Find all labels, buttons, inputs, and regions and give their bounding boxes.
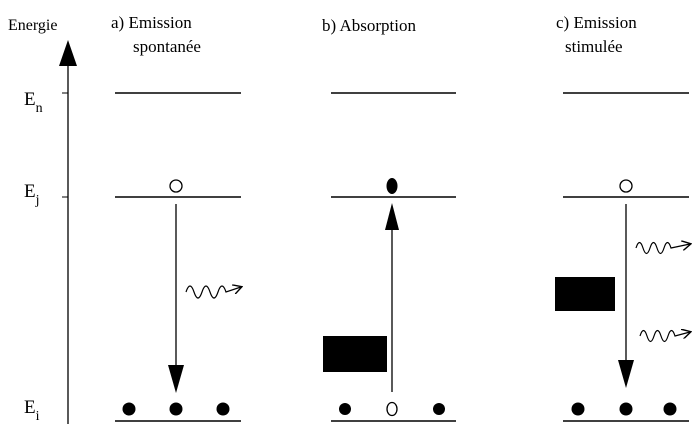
panel-b-atom-j-filled	[386, 178, 398, 194]
panel-c-transition-arrowhead	[618, 360, 634, 388]
panel-c-incident-photon-block	[555, 277, 615, 311]
panel-stimulated-emission: c) Emission stimulée	[555, 13, 690, 422]
panel-b-atom-i-1	[339, 403, 351, 415]
panel-a-title-line2: spontanée	[133, 37, 201, 56]
panel-c-atom-i-3	[663, 402, 677, 416]
panel-a-atom-i-3	[216, 402, 230, 416]
energy-axis-title: Energie	[8, 17, 57, 34]
panel-c-atom-i-1	[571, 402, 585, 416]
panel-a-transition-arrowhead	[168, 365, 184, 393]
panel-absorption: b) Absorption	[322, 16, 456, 422]
level-label-i: Ei	[24, 397, 40, 424]
panel-a-atom-j-empty	[169, 179, 183, 193]
panel-b-atom-i-2-empty	[386, 401, 398, 417]
panel-b-atom-i-3	[433, 403, 445, 415]
panel-a-title-line1: a) Emission	[111, 13, 192, 32]
panel-c-emitted-photon-wave-1	[635, 243, 690, 255]
panel-b-absorbed-photon-block	[323, 336, 387, 372]
panel-c-atom-i-2	[619, 402, 633, 416]
panel-c-atom-j-empty	[619, 179, 633, 193]
panel-a-atom-i-1	[122, 402, 136, 416]
panel-spontaneous-emission: a) Emission spontanée	[111, 13, 241, 422]
panel-c-title-line2: stimulée	[565, 37, 623, 56]
level-label-j: Ej	[24, 181, 40, 208]
level-label-n: En	[24, 89, 43, 116]
panel-c-emitted-photon-wave-2	[639, 331, 690, 343]
panel-b-title-line1: b) Absorption	[322, 16, 416, 35]
panel-a-emitted-photon-wave	[185, 286, 241, 299]
energy-axis-arrowhead	[59, 40, 77, 66]
panel-a-atom-i-2	[169, 402, 183, 416]
panel-b-transition-arrowhead	[385, 203, 399, 230]
panel-c-title-line1: c) Emission	[556, 13, 637, 32]
